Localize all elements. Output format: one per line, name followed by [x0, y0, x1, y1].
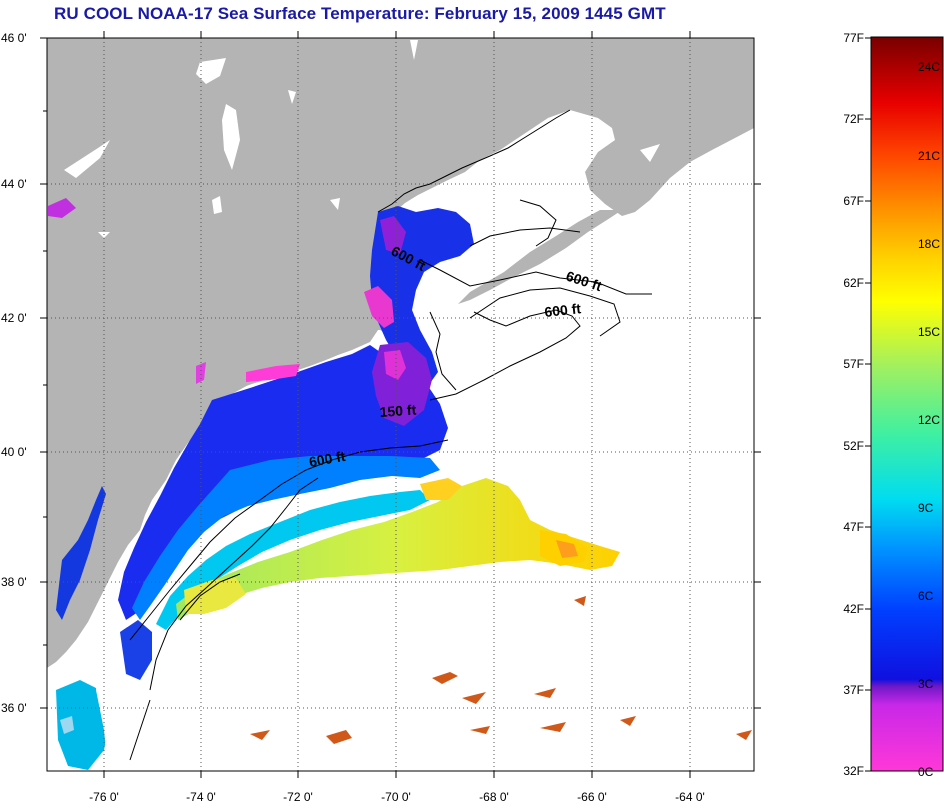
lon-tick-marks	[103, 31, 691, 778]
colorbar-f-label: 72F	[843, 112, 864, 126]
colorbar-f-label: 37F	[843, 683, 864, 697]
lat-labels: 46 0' 44 0' 42 0' 40 0' 38 0' 36 0'	[1, 31, 27, 715]
contour-label: 150 ft	[379, 401, 417, 420]
lat-label: 46 0'	[1, 31, 27, 45]
colorbar-c-label: 6C	[918, 589, 934, 603]
page-title: RU COOL NOAA-17 Sea Surface Temperature:…	[54, 4, 666, 23]
colorbar-f-label: 77F	[843, 31, 864, 45]
lat-label: 36 0'	[1, 701, 27, 715]
colorbar-c-label: 21C	[918, 149, 940, 163]
colorbar-c-label: 12C	[918, 413, 940, 427]
land-mainland	[47, 38, 754, 668]
colorbar-c-label: 3C	[918, 677, 934, 691]
land-delmarva	[74, 500, 124, 606]
colorbar-f-label: 62F	[843, 276, 864, 290]
lat-label: 40 0'	[1, 445, 27, 459]
colorbar-f-label: 67F	[843, 194, 864, 208]
colorbar-f-label: 47F	[843, 520, 864, 534]
contour-label: 600 ft	[308, 448, 347, 470]
lat-label: 42 0'	[1, 311, 27, 325]
lon-label: -70 0'	[381, 790, 411, 804]
inland-lakes	[64, 40, 660, 238]
lon-labels: -76 0' -74 0' -72 0' -70 0' -68 0' -66 0…	[89, 790, 705, 804]
lat-label: 38 0'	[1, 575, 27, 589]
lon-label: -72 0'	[283, 790, 313, 804]
lon-label: -76 0'	[89, 790, 119, 804]
lon-label: -74 0'	[186, 790, 216, 804]
colorbar-f-label: 42F	[843, 602, 864, 616]
lat-label: 44 0'	[1, 177, 27, 191]
contour-label: 600 ft	[544, 300, 582, 320]
maine-coastline	[377, 109, 571, 213]
colorbar-c-label: 9C	[918, 501, 934, 515]
chesapeake-bay	[56, 486, 106, 620]
lat-tick-marks	[40, 37, 761, 709]
colorbar-c-label: 24C	[918, 60, 940, 74]
colorbar-f-label: 52F	[843, 439, 864, 453]
colorbar-c-label: 15C	[918, 325, 940, 339]
colorbar-gradient	[870, 36, 944, 772]
map-frame	[46, 37, 755, 772]
depth-contours	[129, 199, 652, 761]
colorbar-c-label: 18C	[918, 237, 940, 251]
lon-label: -64 0'	[675, 790, 705, 804]
colorbar: 77F 72F 67F 62F 57F 52F 47F 42F 37F 32F …	[843, 31, 944, 779]
colorbar-c-label: 0C	[918, 765, 934, 779]
lon-label: -68 0'	[479, 790, 509, 804]
lon-label: -66 0'	[577, 790, 607, 804]
colorbar-f-label: 57F	[843, 357, 864, 371]
colorbar-f-label: 32F	[843, 764, 864, 778]
